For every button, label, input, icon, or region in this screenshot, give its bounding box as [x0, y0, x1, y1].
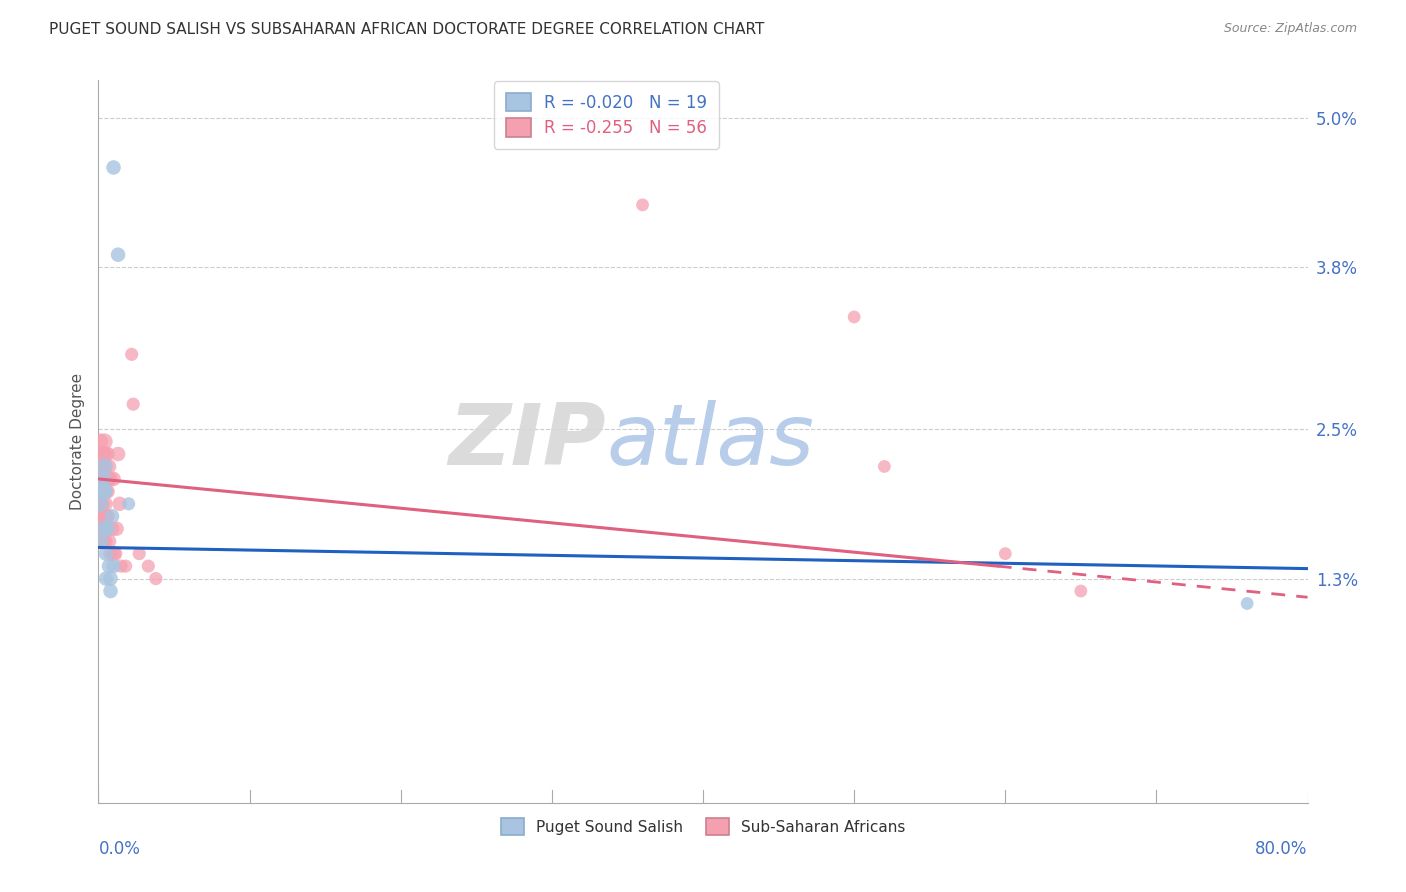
- Point: [91, 447, 114, 461]
- Point: [873, 459, 896, 474]
- Point: [103, 472, 125, 486]
- Point: [100, 472, 122, 486]
- Point: [89, 497, 111, 511]
- Point: [96, 447, 118, 461]
- Text: Source: ZipAtlas.com: Source: ZipAtlas.com: [1223, 22, 1357, 36]
- Point: [93, 459, 115, 474]
- Point: [98, 534, 121, 549]
- Point: [93, 534, 115, 549]
- Point: [90, 484, 112, 499]
- Point: [93, 434, 115, 449]
- Y-axis label: Doctorate Degree: Doctorate Degree: [69, 373, 84, 510]
- Point: [91, 534, 114, 549]
- Point: [105, 522, 128, 536]
- Point: [91, 522, 114, 536]
- Point: [94, 447, 117, 461]
- Point: [89, 534, 111, 549]
- Point: [101, 509, 124, 524]
- Point: [90, 459, 112, 474]
- Point: [89, 434, 111, 449]
- Point: [107, 248, 129, 262]
- Point: [89, 459, 111, 474]
- Point: [122, 397, 145, 411]
- Point: [94, 484, 117, 499]
- Point: [91, 472, 114, 486]
- Point: [93, 472, 115, 486]
- Point: [100, 547, 122, 561]
- Point: [1236, 597, 1258, 611]
- Point: [93, 522, 115, 536]
- Point: [98, 459, 121, 474]
- Point: [96, 472, 118, 486]
- Point: [98, 559, 121, 574]
- Point: [90, 534, 112, 549]
- Point: [93, 509, 115, 524]
- Point: [114, 559, 136, 574]
- Text: ZIP: ZIP: [449, 400, 606, 483]
- Point: [994, 547, 1017, 561]
- Point: [121, 347, 143, 361]
- Point: [90, 447, 112, 461]
- Point: [108, 497, 131, 511]
- Point: [96, 522, 118, 536]
- Point: [110, 559, 132, 574]
- Point: [91, 484, 114, 499]
- Point: [128, 547, 150, 561]
- Point: [91, 484, 114, 499]
- Text: atlas: atlas: [606, 400, 814, 483]
- Point: [94, 509, 117, 524]
- Point: [90, 497, 112, 511]
- Point: [844, 310, 866, 324]
- Point: [103, 547, 125, 561]
- Point: [93, 459, 115, 474]
- Point: [103, 559, 125, 574]
- Text: PUGET SOUND SALISH VS SUBSAHARAN AFRICAN DOCTORATE DEGREE CORRELATION CHART: PUGET SOUND SALISH VS SUBSAHARAN AFRICAN…: [49, 22, 765, 37]
- Point: [94, 572, 117, 586]
- Point: [93, 522, 115, 536]
- Point: [118, 497, 141, 511]
- Point: [100, 584, 122, 599]
- Point: [94, 547, 117, 561]
- Point: [1070, 584, 1092, 599]
- Point: [93, 497, 115, 511]
- Point: [90, 509, 112, 524]
- Point: [103, 161, 125, 175]
- Point: [96, 509, 118, 524]
- Point: [96, 484, 118, 499]
- Point: [100, 572, 122, 586]
- Point: [94, 522, 117, 536]
- Point: [93, 484, 115, 499]
- Text: 0.0%: 0.0%: [98, 840, 141, 858]
- Point: [90, 472, 112, 486]
- Point: [94, 472, 117, 486]
- Point: [101, 522, 124, 536]
- Point: [145, 572, 167, 586]
- Point: [89, 472, 111, 486]
- Point: [104, 547, 127, 561]
- Point: [107, 447, 129, 461]
- Legend: Puget Sound Salish, Sub-Saharan Africans: Puget Sound Salish, Sub-Saharan Africans: [491, 807, 915, 846]
- Point: [89, 497, 111, 511]
- Point: [98, 472, 121, 486]
- Point: [136, 559, 159, 574]
- Point: [91, 472, 114, 486]
- Point: [631, 198, 654, 212]
- Text: 80.0%: 80.0%: [1256, 840, 1308, 858]
